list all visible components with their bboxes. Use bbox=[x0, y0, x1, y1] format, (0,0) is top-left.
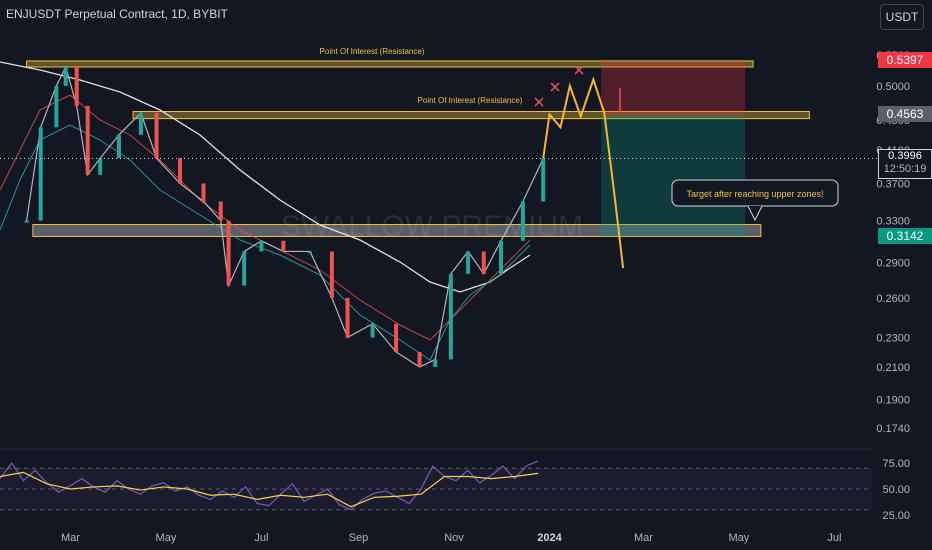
zone-label-upper: Point Of Interest (Resistance) bbox=[320, 47, 425, 56]
x-tick-label: Jul bbox=[827, 532, 841, 544]
x-tick-label: Mar bbox=[634, 532, 653, 544]
candle bbox=[74, 67, 79, 106]
rsi-signal-line bbox=[0, 471, 539, 508]
x-tick-label: May bbox=[729, 532, 750, 544]
candle bbox=[370, 323, 375, 338]
candle bbox=[201, 183, 206, 202]
rsi-tick-label: 75.00 bbox=[882, 458, 910, 470]
projection-path bbox=[542, 76, 625, 269]
candle bbox=[520, 201, 525, 241]
rsi-line bbox=[0, 460, 539, 511]
target-callout-text: Target after reaching upper zones! bbox=[686, 189, 823, 199]
zone-2 bbox=[132, 111, 810, 120]
rejection-mark-1 bbox=[534, 97, 544, 107]
candle bbox=[85, 105, 90, 175]
last-price-tag: 0.3996 12:50:19 bbox=[878, 149, 932, 179]
last-price-value: 0.3996 bbox=[888, 150, 922, 162]
candle bbox=[541, 158, 546, 202]
rsi-tick-label: 50.00 bbox=[882, 484, 910, 496]
y-tick-label: 0.3700 bbox=[876, 178, 910, 190]
candle bbox=[481, 251, 486, 274]
y-tick-label: 0.2100 bbox=[876, 362, 910, 374]
candle bbox=[154, 112, 159, 159]
x-tick-label: Nov bbox=[444, 532, 464, 544]
symbol-title: ENJUSDT Perpetual Contract, 1D, BYBIT bbox=[6, 7, 228, 21]
candle bbox=[63, 67, 68, 86]
candle bbox=[38, 127, 43, 221]
zone-1 bbox=[26, 60, 754, 68]
zone-3 bbox=[32, 224, 762, 237]
candle bbox=[394, 323, 399, 352]
y-tick-label: 0.2300 bbox=[876, 333, 910, 345]
x-tick-label: Mar bbox=[61, 532, 80, 544]
price-tag-top: 0.5397 bbox=[878, 52, 932, 68]
candle bbox=[448, 273, 453, 360]
stop-zone bbox=[601, 61, 746, 116]
rsi-tick-label: 25.00 bbox=[882, 510, 910, 522]
candle bbox=[226, 220, 231, 286]
candle bbox=[138, 112, 143, 135]
price-tag-resistance: 0.4563 bbox=[878, 106, 932, 122]
candle bbox=[178, 158, 183, 184]
candle bbox=[307, 251, 312, 254]
y-tick-label: 0.2600 bbox=[876, 293, 910, 305]
candle bbox=[433, 359, 438, 368]
y-tick-label: 0.5000 bbox=[876, 81, 910, 93]
rejection-mark-2 bbox=[550, 82, 560, 92]
x-tick-label: 2024 bbox=[537, 532, 562, 544]
y-tick-label: 0.3300 bbox=[876, 216, 910, 228]
candle bbox=[54, 85, 59, 128]
candle bbox=[498, 240, 503, 274]
zone-label-lower: Point Of Interest (Resistance) bbox=[418, 96, 523, 105]
y-tick-label: 0.1740 bbox=[876, 423, 910, 435]
candle bbox=[242, 251, 247, 286]
target-zone bbox=[601, 115, 746, 237]
currency-button[interactable]: USDT bbox=[880, 4, 924, 30]
candle bbox=[281, 240, 286, 252]
price-tag-target: 0.3142 bbox=[878, 228, 932, 244]
y-tick-label: 0.2900 bbox=[876, 257, 910, 269]
candle bbox=[116, 134, 121, 159]
candle bbox=[98, 158, 103, 175]
ma-50-line bbox=[0, 94, 531, 341]
candle bbox=[259, 240, 264, 252]
y-tick-label: 0.1900 bbox=[876, 394, 910, 406]
candle bbox=[24, 220, 29, 223]
x-tick-label: Jul bbox=[254, 532, 268, 544]
countdown-timer: 12:50:19 bbox=[883, 163, 927, 175]
candle bbox=[345, 297, 350, 338]
candle bbox=[218, 201, 223, 221]
candle bbox=[466, 251, 471, 274]
candle bbox=[417, 351, 422, 368]
candle bbox=[329, 251, 334, 298]
rejection-mark-3 bbox=[574, 65, 584, 75]
target-callout-tail bbox=[747, 205, 763, 222]
x-tick-label: Sep bbox=[349, 532, 369, 544]
watermark: SWALLOW PREMIUM bbox=[281, 210, 583, 243]
ma-200-line bbox=[0, 61, 531, 293]
x-tick-label: May bbox=[156, 532, 177, 544]
